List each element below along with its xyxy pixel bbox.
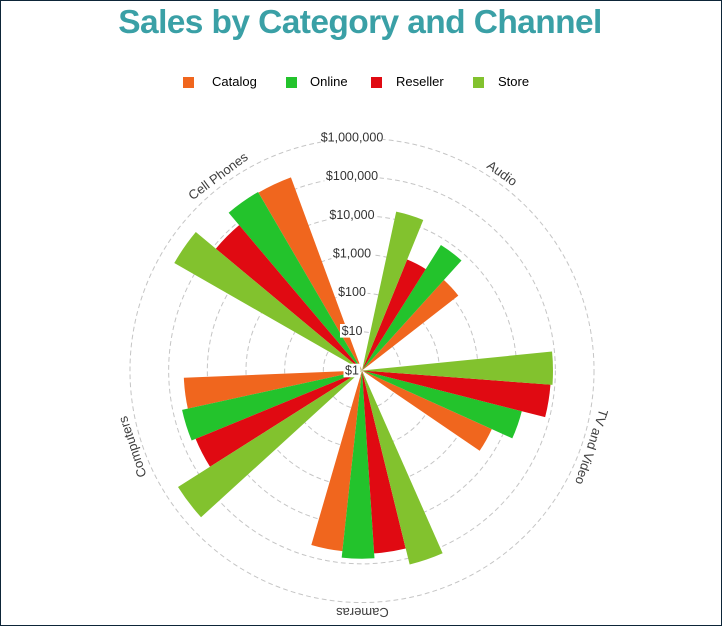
svg-text:Audio: Audio: [484, 157, 520, 188]
svg-text:$1,000,000: $1,000,000: [321, 130, 384, 144]
svg-text:Cameras: Cameras: [336, 605, 389, 620]
svg-text:$10: $10: [342, 324, 363, 338]
svg-text:Computers: Computers: [115, 414, 149, 480]
svg-text:$100: $100: [338, 285, 366, 299]
svg-text:$10,000: $10,000: [329, 208, 374, 222]
svg-text:$1: $1: [345, 364, 359, 378]
svg-text:Cell Phones: Cell Phones: [185, 149, 251, 203]
svg-text:TV and Video: TV and Video: [572, 407, 611, 486]
svg-text:$1,000: $1,000: [333, 246, 371, 260]
svg-text:$100,000: $100,000: [326, 169, 378, 183]
